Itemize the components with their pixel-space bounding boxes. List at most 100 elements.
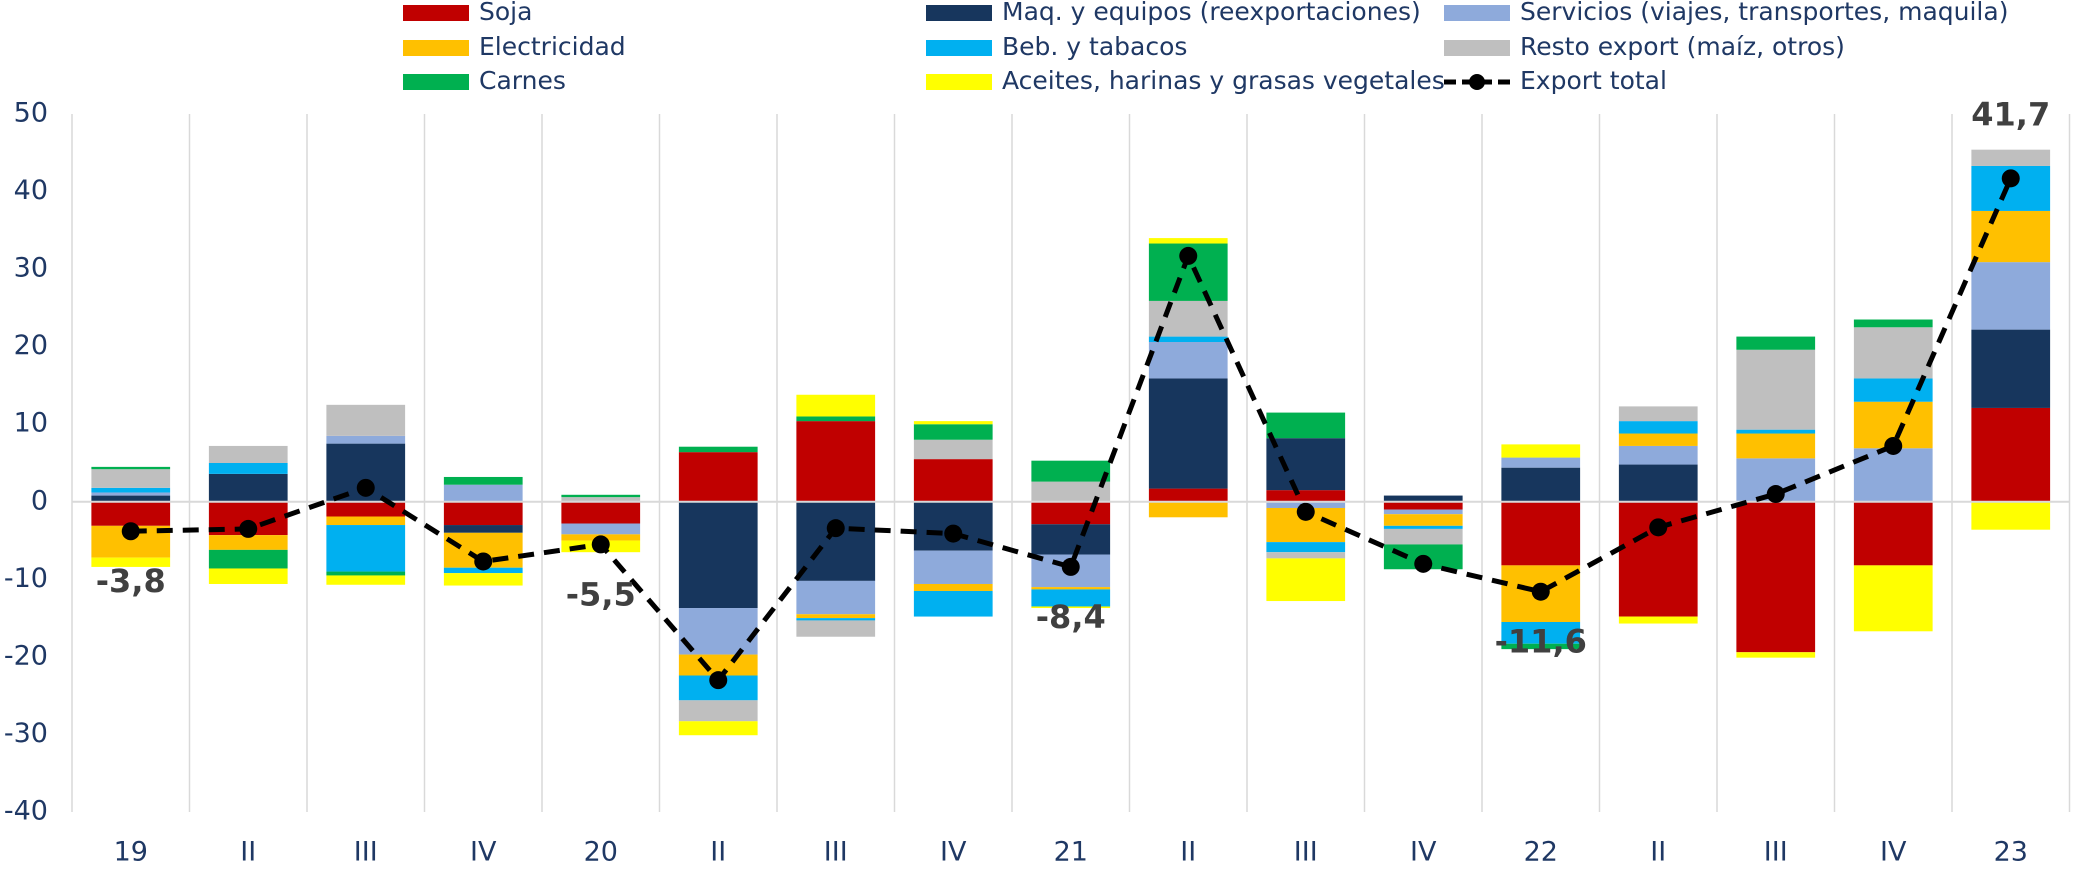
bar-segment (91, 487, 171, 493)
bar-segment (1031, 587, 1111, 590)
bar-segment (561, 523, 641, 535)
bar-segment (913, 583, 993, 591)
bar-segment (796, 580, 876, 615)
bar-segment (1618, 464, 1698, 502)
total-marker (591, 535, 610, 554)
bar-segment (1971, 149, 2051, 166)
bar-segment (1383, 528, 1463, 545)
bar-segment (1266, 490, 1346, 502)
total-marker (1061, 557, 1080, 576)
bar-segment (1618, 406, 1698, 422)
bar-segment (1031, 524, 1111, 555)
bar-segment (796, 501, 876, 581)
total-marker (1179, 246, 1198, 265)
total-marker (474, 552, 493, 571)
bar-segment (1736, 429, 1816, 434)
x-tick-label: III (824, 837, 848, 868)
bar-segment (1148, 378, 1228, 489)
bar-segment (326, 575, 406, 585)
legend-swatch (1444, 5, 1510, 21)
x-tick-label: III (1764, 837, 1788, 868)
legend-label: Soja (479, 0, 532, 26)
y-tick-label: -20 (4, 640, 48, 671)
bar-segment (913, 439, 993, 460)
bar-segment (208, 445, 288, 463)
bar-segment (1383, 525, 1463, 529)
bar-segment (443, 573, 523, 586)
x-tick-label: 23 (1994, 837, 2028, 868)
bar-segment (1501, 444, 1581, 458)
bar-segment (1383, 509, 1463, 515)
bar-segment (443, 476, 523, 485)
x-tick-label: IV (1410, 837, 1437, 868)
bar-segment (1031, 606, 1111, 609)
legend-swatch (926, 5, 992, 21)
bar-segment (443, 484, 523, 502)
bar-segment (1383, 514, 1463, 526)
bar-segment (1148, 501, 1228, 518)
total-marker (709, 671, 728, 690)
y-tick-label: 30 (14, 253, 48, 284)
bar-segment (1501, 643, 1581, 650)
bar-segment (913, 550, 993, 584)
bar-segment (208, 473, 288, 502)
total-marker (2001, 169, 2020, 188)
y-tick-label: -40 (4, 796, 48, 827)
bar-segment (1853, 327, 1933, 379)
legend-label: Servicios (viajes, transportes, maquila) (1520, 0, 2008, 26)
total-marker (1414, 554, 1433, 573)
y-tick-label: -10 (4, 563, 48, 594)
bar-segment (796, 421, 876, 502)
total-marker (826, 519, 845, 538)
data-label: -3,8 (96, 562, 166, 600)
bar-segment (1736, 336, 1816, 350)
bar-segment (913, 424, 993, 440)
x-tick-label: IV (940, 837, 967, 868)
x-tick-label: II (710, 837, 726, 868)
bar-segment (1148, 342, 1228, 379)
x-tick-label: 21 (1054, 837, 1088, 868)
bar-segment (796, 416, 876, 422)
bar-segment (443, 525, 523, 533)
legend-marker (1469, 74, 1485, 90)
bar-segment (561, 497, 641, 502)
bar-segment (1853, 378, 1933, 402)
bar-segment (91, 466, 171, 470)
bar-segment (1971, 329, 2051, 408)
bar-segment (1618, 616, 1698, 624)
bar-segment (913, 590, 993, 617)
bar-segment (1031, 589, 1111, 607)
bar-segment (1971, 407, 2051, 502)
x-tick-label: II (240, 837, 256, 868)
y-tick-label: -30 (4, 718, 48, 749)
x-tick-label: 20 (584, 837, 618, 868)
bar-segment (678, 721, 758, 736)
bar-segment (796, 618, 876, 621)
bar-segment (1618, 445, 1698, 465)
total-marker (1296, 502, 1315, 521)
data-label: -5,5 (566, 575, 636, 613)
bar-segment (1031, 501, 1111, 525)
bar-segment (796, 394, 876, 417)
bar-segment (1501, 501, 1581, 566)
bar-segment (326, 501, 406, 517)
bar-segment (913, 459, 993, 502)
bar-segment (1501, 621, 1581, 644)
bar-segment (678, 501, 758, 609)
y-tick-label: 40 (14, 175, 48, 206)
x-tick-label: IV (470, 837, 497, 868)
bar-segment (1031, 460, 1111, 482)
data-label: 41,7 (1971, 95, 2050, 133)
bar-segment (561, 501, 641, 524)
total-marker (1766, 485, 1785, 504)
legend-swatch (926, 40, 992, 56)
total-marker (1649, 518, 1668, 537)
legend-label: Export total (1520, 66, 1667, 95)
bar-segment (326, 404, 406, 436)
bar-segment (1971, 501, 2051, 530)
legend-label: Aceites, harinas y grasas vegetales (1002, 66, 1445, 95)
bar-segment (1031, 481, 1111, 502)
y-tick-label: 50 (14, 98, 48, 129)
y-tick-label: 10 (14, 408, 48, 439)
